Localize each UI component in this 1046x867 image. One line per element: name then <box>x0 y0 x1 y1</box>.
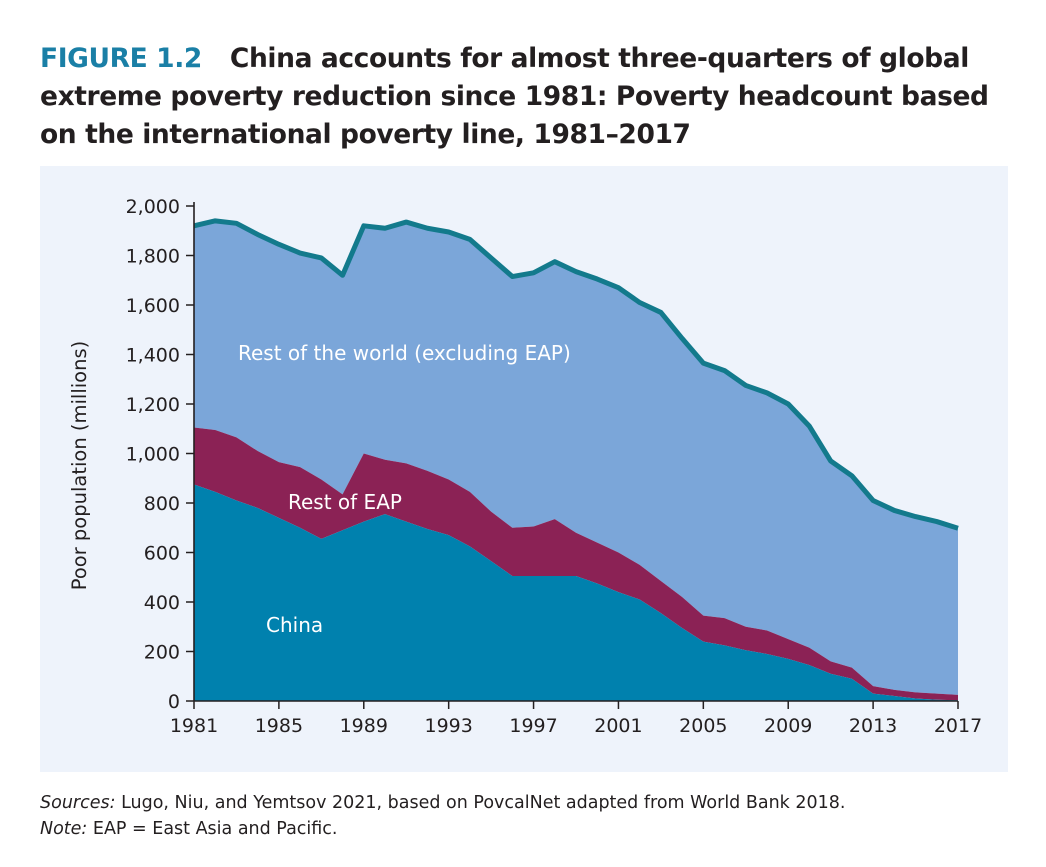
x-tick-label: 2001 <box>594 715 642 737</box>
area-rest-of-world <box>194 220 958 695</box>
y-tick-label: 400 <box>144 592 180 614</box>
x-tick-label: 1997 <box>509 715 557 737</box>
x-tick-label: 1985 <box>255 715 303 737</box>
area-china <box>194 484 958 701</box>
x-tick-label: 2005 <box>679 715 727 737</box>
y-tick-label: 0 <box>168 691 180 713</box>
y-tick-label: 1,000 <box>126 444 180 466</box>
y-tick-label: 1,800 <box>126 246 180 268</box>
label-rest-of-eap: Rest of EAP <box>288 490 402 514</box>
x-tick-label: 1989 <box>340 715 388 737</box>
poverty-area-chart: 0 200 400 600 800 1,000 1,200 1,400 1,600 1,800 2,… <box>68 196 982 737</box>
y-tick-label: 1,400 <box>126 345 180 367</box>
x-tick-label: 1981 <box>170 715 218 737</box>
note-line: Note: EAP = East Asia and Pacific. <box>40 816 845 842</box>
y-tick-label: 2,000 <box>126 196 180 218</box>
y-tick-label: 600 <box>144 543 180 565</box>
figure-label: FIGURE 1.2 <box>40 43 202 74</box>
label-rest-of-world: Rest of the world (excluding EAP) <box>238 341 571 365</box>
y-tick-label: 1,600 <box>126 295 180 317</box>
axes-layer: 0 200 400 600 800 1,000 1,200 1,400 1,600 1,800 2,… <box>68 196 982 737</box>
y-tick-label: 800 <box>144 493 180 515</box>
y-tick-label: 200 <box>144 642 180 664</box>
x-tick-label: 1993 <box>424 715 472 737</box>
note-text: EAP = East Asia and Pacific. <box>87 819 338 839</box>
sources-text: Lugo, Niu, and Yemtsov 2021, based on Po… <box>115 793 846 813</box>
total-line <box>193 218 959 531</box>
x-tick-label: 2009 <box>764 715 812 737</box>
note-label: Note: <box>40 819 88 839</box>
areas-layer <box>193 218 959 701</box>
figure-title-text: China accounts for almost three-quarters… <box>40 43 989 150</box>
figure-notes: Sources: Lugo, Niu, and Yemtsov 2021, ba… <box>40 790 845 842</box>
x-tick-label: 2013 <box>849 715 897 737</box>
x-tick-label: 2017 <box>934 715 982 737</box>
sources-label: Sources: <box>40 793 116 813</box>
area-rest-of-eap <box>194 427 958 701</box>
labels-layer: Rest of the world (excluding EAP) Rest of… <box>238 341 571 637</box>
chart-panel: 0 200 400 600 800 1,000 1,200 1,400 1,600 1,800 2,… <box>40 166 1008 772</box>
sources-line: Sources: Lugo, Niu, and Yemtsov 2021, ba… <box>40 790 845 816</box>
figure-title: FIGURE 1.2 China accounts for almost thre… <box>40 40 1030 154</box>
label-china: China <box>266 613 323 637</box>
y-axis-title: Poor population (millions) <box>68 341 91 590</box>
y-tick-label: 1,200 <box>126 394 180 416</box>
